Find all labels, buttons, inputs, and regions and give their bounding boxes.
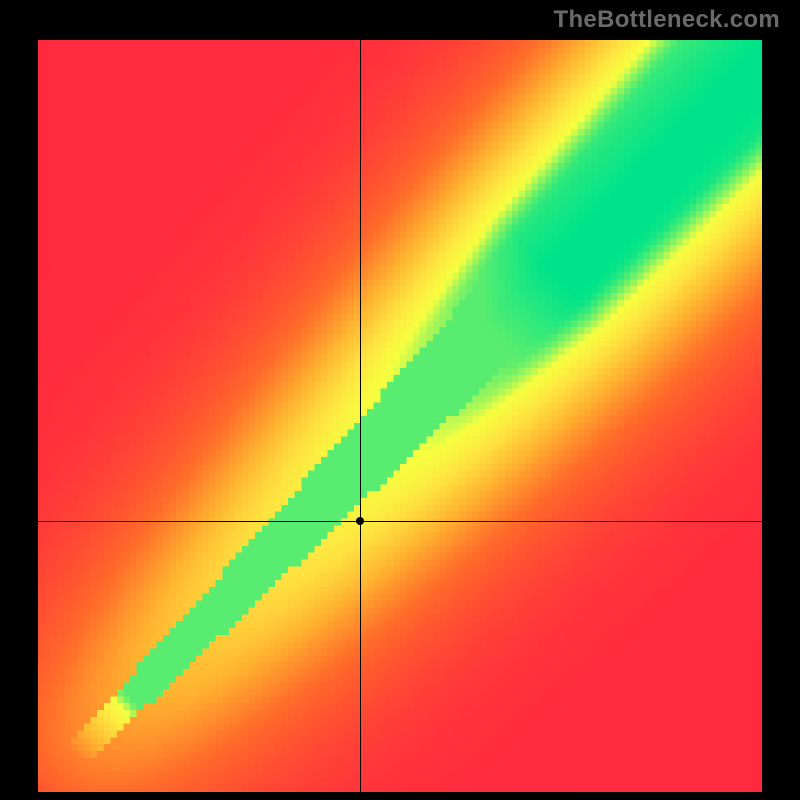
heatmap-plot — [38, 40, 762, 792]
chart-frame: TheBottleneck.com — [0, 0, 800, 800]
heatmap-canvas — [38, 40, 762, 792]
watermark-text: TheBottleneck.com — [554, 6, 780, 34]
